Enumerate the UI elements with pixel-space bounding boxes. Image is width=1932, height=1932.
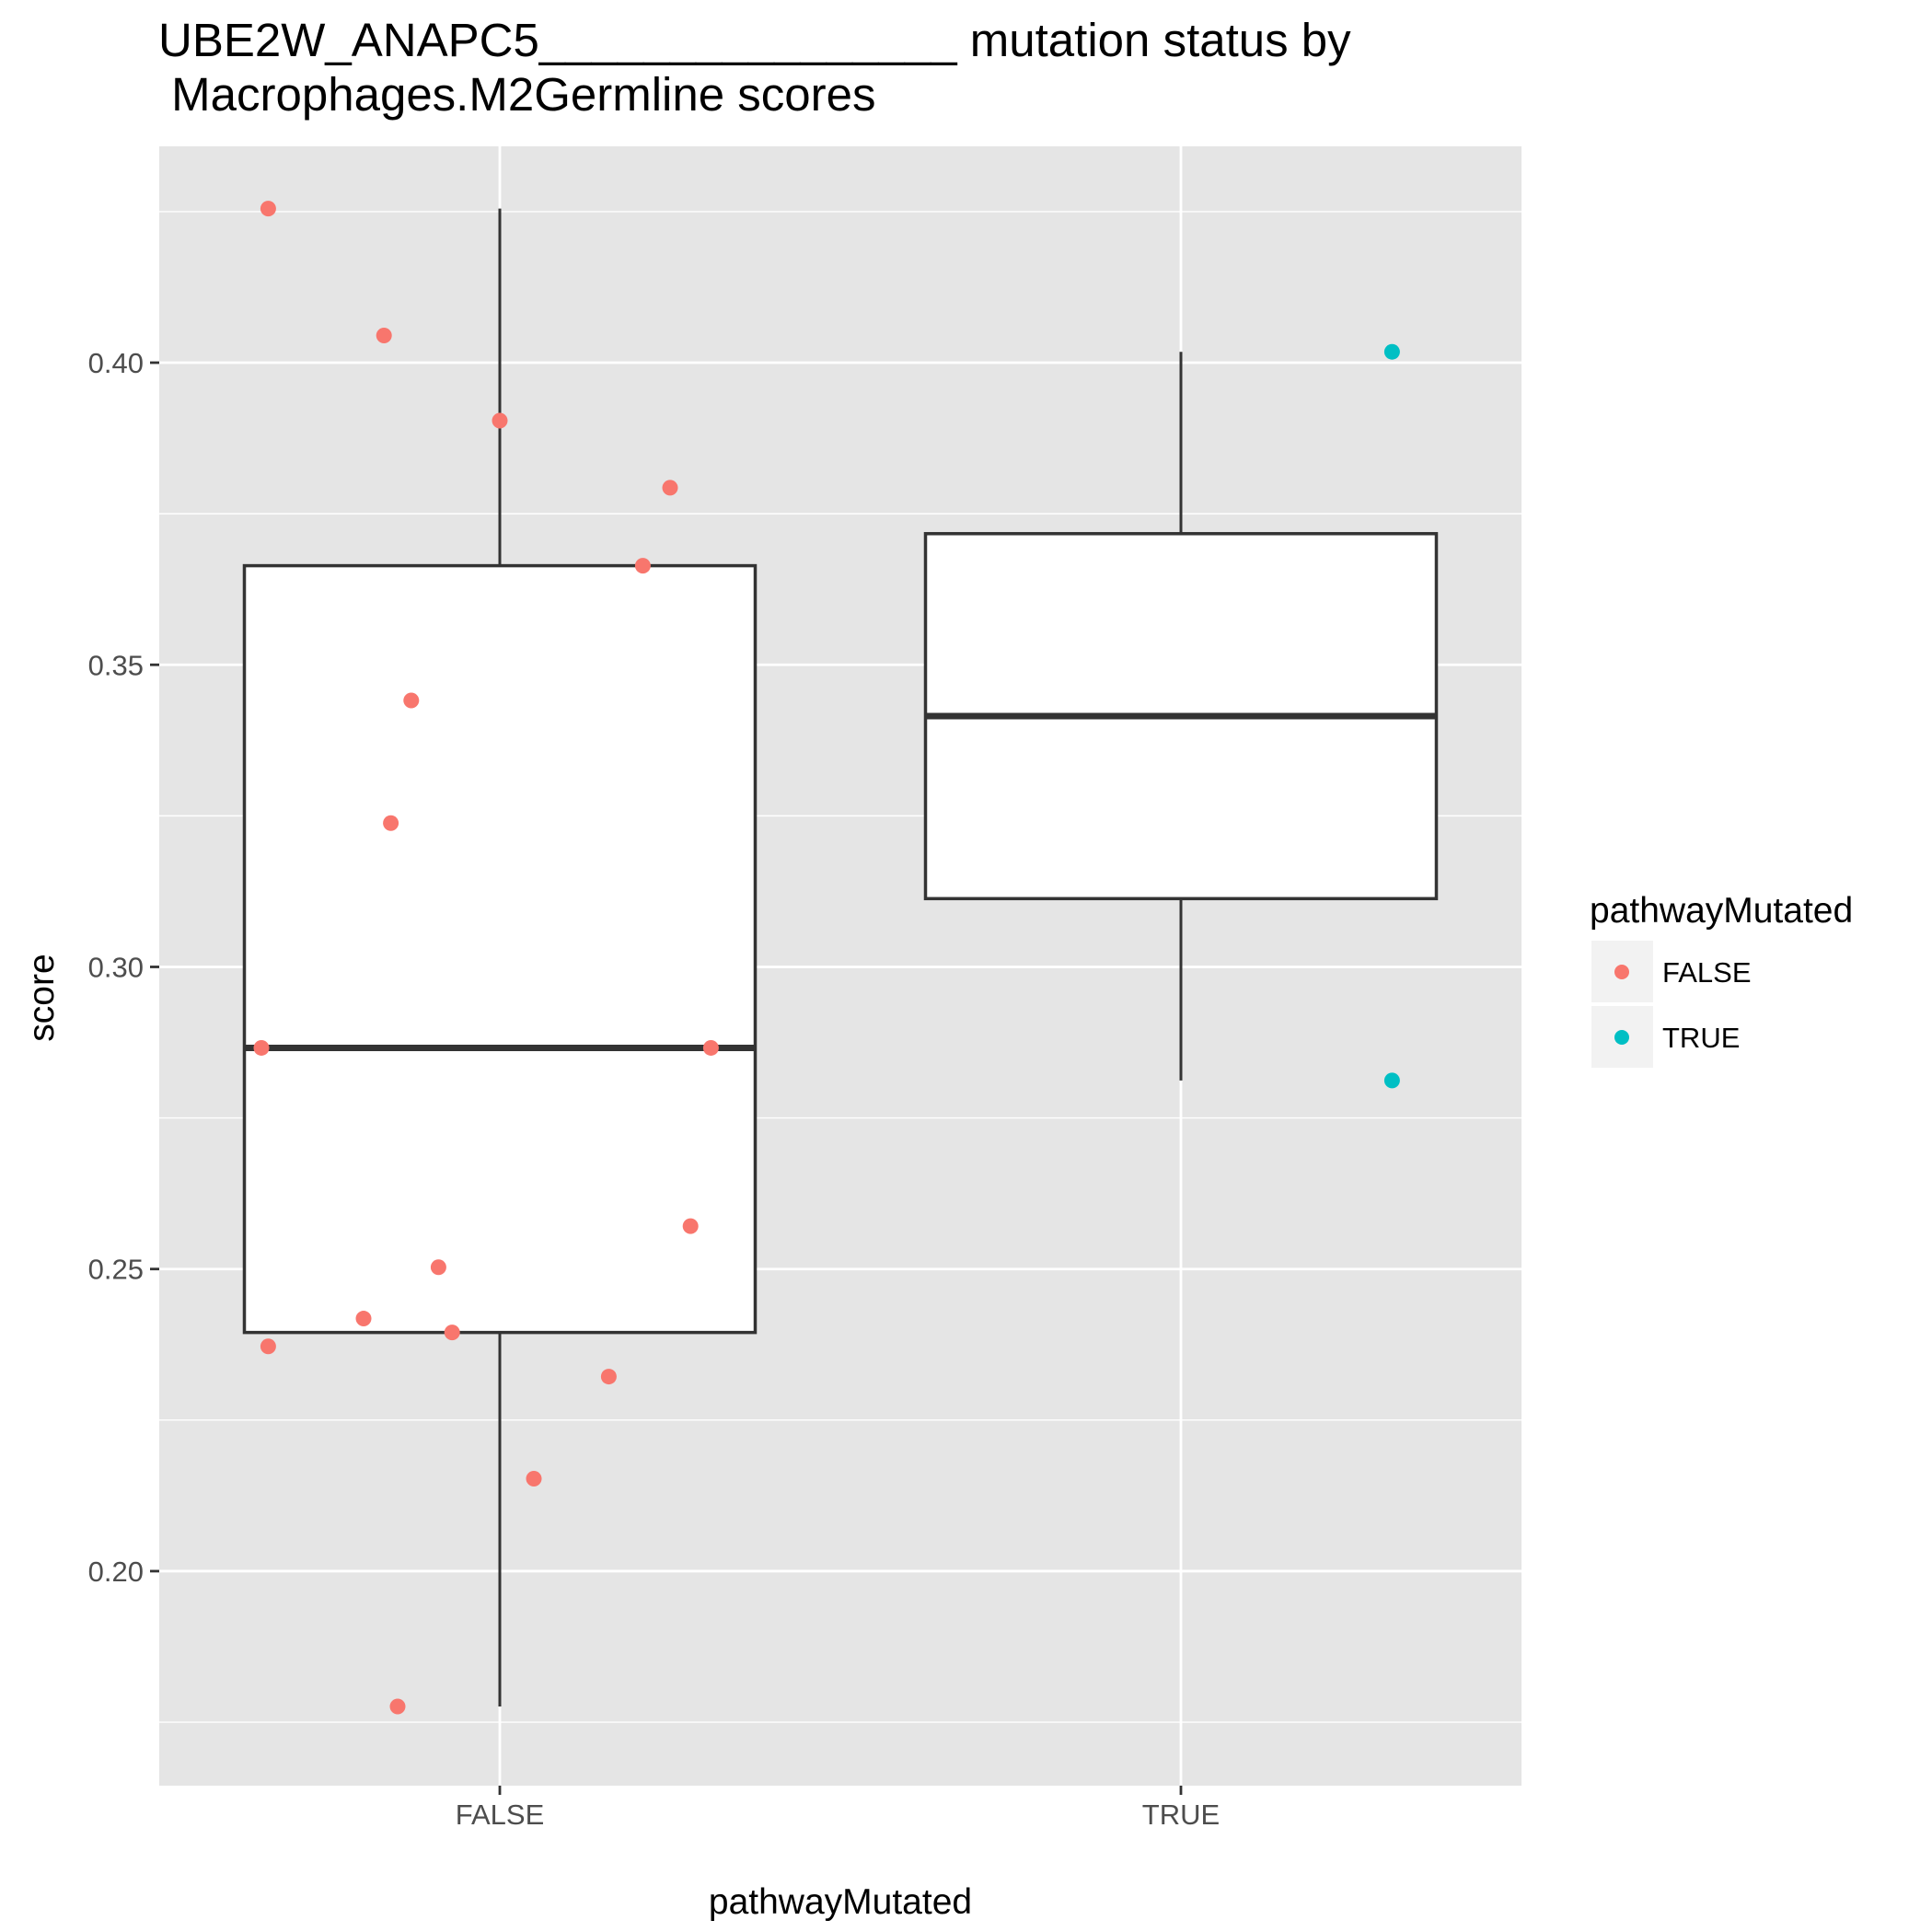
data-point-false-1 [376, 327, 392, 343]
data-point-false-9 [682, 1218, 699, 1234]
box-false [242, 563, 758, 1335]
x-tick-label-false: FALSE [456, 1799, 545, 1831]
data-point-false-16 [389, 1698, 406, 1715]
data-point-false-15 [526, 1471, 542, 1487]
data-point-false-6 [383, 815, 399, 831]
data-point-false-14 [600, 1369, 617, 1385]
data-point-false-11 [355, 1311, 372, 1327]
y-tick-label-1: 0.25 [88, 1254, 144, 1286]
legend-label-false: FALSE [1662, 956, 1752, 989]
x-tick-label-true: TRUE [1142, 1799, 1220, 1831]
data-point-false-8 [702, 1039, 719, 1056]
y-tick-label-2: 0.30 [88, 951, 144, 983]
boxes-layer [242, 208, 1439, 1707]
points-layer [253, 201, 1400, 1715]
legend-key-true-dot [1614, 1030, 1629, 1045]
data-point-false-2 [492, 412, 508, 429]
legend: pathwayMutated FALSE TRUE [1590, 891, 1853, 1068]
legend-title: pathwayMutated [1590, 891, 1853, 931]
y-tick-label-3: 0.35 [88, 649, 144, 681]
legend-label-true: TRUE [1662, 1022, 1740, 1054]
data-point-false-12 [444, 1325, 460, 1341]
chart-title-line1: UBE2W_ANAPC5________________ mutation st… [158, 14, 1351, 66]
data-point-false-10 [430, 1259, 446, 1276]
y-tick-label-0: 0.20 [88, 1556, 144, 1588]
data-point-false-0 [260, 201, 276, 217]
chart-title-line2: Macrophages.M2Germline scores [158, 68, 875, 121]
data-point-false-3 [662, 480, 678, 496]
legend-key-false-dot [1614, 965, 1629, 979]
data-point-false-7 [253, 1039, 270, 1056]
data-point-true-17 [1383, 343, 1400, 360]
data-point-false-5 [403, 692, 420, 709]
data-point-false-4 [634, 558, 651, 574]
axes-layer: 0.20 0.25 0.30 0.35 0.40 FALSE TRUE [88, 347, 1221, 1831]
y-tick-label-4: 0.40 [88, 347, 144, 379]
data-point-false-13 [260, 1338, 276, 1355]
y-axis-title: score [22, 954, 62, 1041]
x-axis-title: pathwayMutated [709, 1882, 972, 1922]
data-point-true-18 [1383, 1072, 1400, 1089]
